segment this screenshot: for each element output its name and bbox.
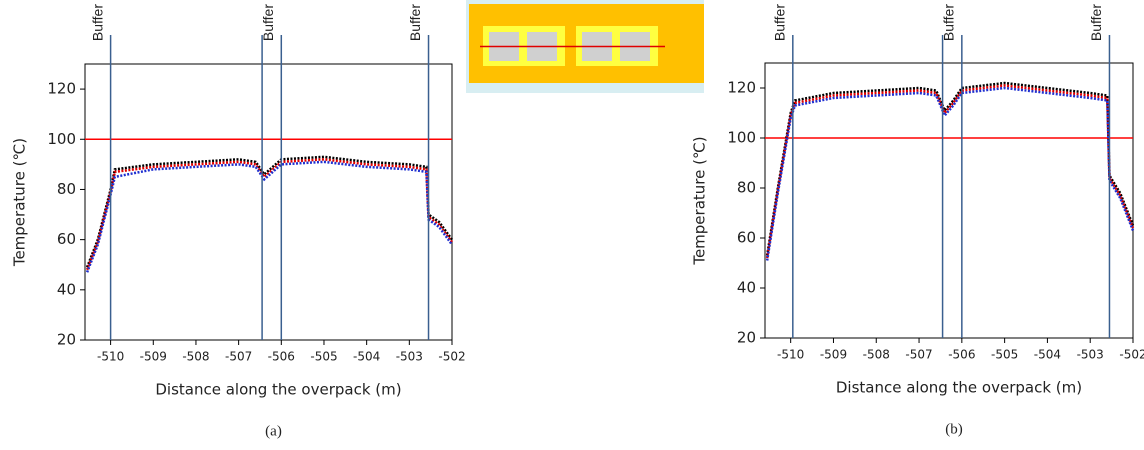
x-tick-label: -507 [905, 348, 932, 362]
y-tick-label: 40 [737, 279, 756, 297]
y-tick-label: 60 [737, 229, 756, 247]
x-axis-label: Distance along the overpack (m) [836, 379, 1082, 397]
y-tick-label: 20 [737, 329, 756, 347]
x-tick-label: -510 [97, 350, 124, 364]
y-tick-label: 100 [727, 129, 756, 147]
x-tick-label: -508 [182, 350, 209, 364]
x-tick-label: -509 [820, 348, 847, 362]
caption: (b) [945, 421, 963, 437]
plot-frame [764, 62, 1134, 339]
x-tick-label: -509 [140, 350, 167, 364]
buffer-label: Buffer [89, 4, 105, 41]
x-tick-label: -507 [225, 350, 252, 364]
x-tick-label: -504 [1034, 348, 1061, 362]
buffer-label: Buffer [407, 4, 423, 41]
x-tick-label: -506 [948, 348, 975, 362]
buffer-label: Buffer [1088, 4, 1104, 41]
x-tick-label: -503 [396, 350, 423, 364]
x-tick-label: -502 [438, 350, 465, 364]
inset-schematic [466, 0, 704, 93]
x-tick-label: -503 [1077, 348, 1104, 362]
y-tick-label: 100 [47, 130, 76, 148]
x-tick-label: -510 [777, 348, 804, 362]
y-axis-label: Temperature (℃) [11, 138, 29, 267]
temperature-line [765, 84, 1135, 259]
x-tick-label: -506 [268, 350, 295, 364]
temperature-line [85, 158, 454, 271]
y-axis-label: Temperature (℃) [691, 136, 709, 265]
y-tick-label: 60 [57, 230, 76, 248]
y-tick-label: 20 [57, 331, 76, 349]
y-tick-label: 120 [727, 79, 756, 97]
buffer-label: Buffer [260, 4, 276, 41]
x-tick-label: -505 [310, 350, 337, 364]
x-tick-label: -502 [1119, 348, 1144, 362]
x-tick-label: -508 [863, 348, 890, 362]
x-axis-label: Distance along the overpack (m) [155, 381, 401, 399]
y-tick-label: 120 [47, 80, 76, 98]
temperature-line [85, 160, 454, 273]
buffer-label: Buffer [772, 4, 788, 41]
temperature-line [765, 86, 1135, 261]
y-tick-label: 80 [737, 179, 756, 197]
y-tick-label: 80 [57, 180, 76, 198]
plot-frame [84, 63, 453, 341]
x-tick-label: -504 [353, 350, 380, 364]
buffer-label: Buffer [941, 4, 957, 41]
caption: (a) [265, 423, 282, 439]
y-tick-label: 40 [57, 280, 76, 298]
x-tick-label: -505 [991, 348, 1018, 362]
